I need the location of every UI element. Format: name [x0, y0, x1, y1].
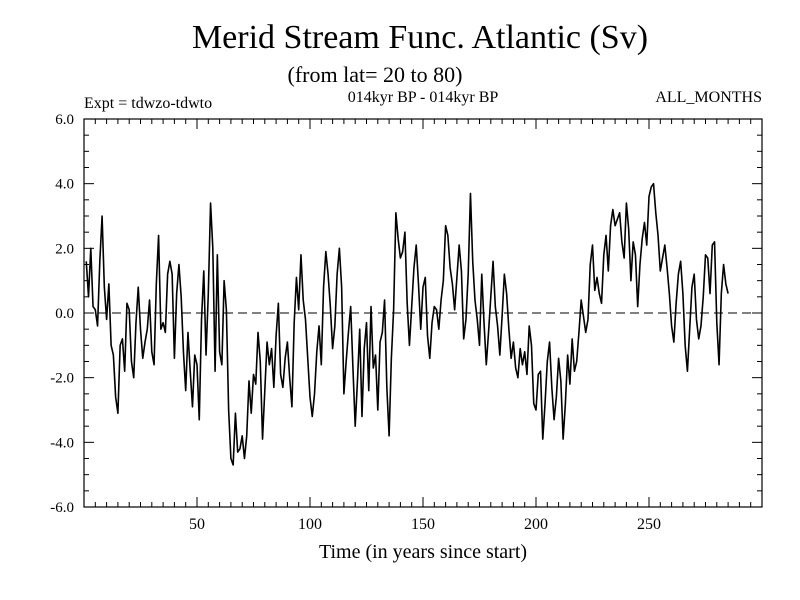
x-tick-label: 200 [524, 516, 548, 533]
y-tick-label: 6.0 [55, 112, 74, 128]
y-tick-label: 4.0 [55, 177, 74, 193]
y-tick-label: -4.0 [50, 435, 74, 451]
chart-subtitle: (from lat= 20 to 80) [288, 62, 463, 87]
y-tick-label: 0.0 [55, 306, 74, 322]
axis-tick-labels: 50 100 150 200 250 -6.0 -4.0 -2.0 0.0 2.0 4.0 6.0 [50, 112, 661, 533]
annotation-center: 014kyr BP - 014kyr BP [348, 89, 499, 106]
x-tick-label: 150 [411, 516, 435, 533]
x-tick-label: 100 [298, 516, 322, 533]
x-tick-label: 50 [189, 516, 205, 533]
annotation-right: ALL_MONTHS [655, 89, 762, 106]
x-tick-label: 250 [637, 516, 661, 533]
chart-title: Merid Stream Func. Atlantic (Sv) [192, 19, 648, 56]
axis-ticks [84, 119, 762, 507]
x-axis-label: Time (in years since start) [319, 541, 527, 563]
y-tick-label: -2.0 [50, 371, 74, 387]
y-tick-label: -6.0 [50, 500, 74, 516]
series-line [85, 182, 729, 466]
y-tick-label: 2.0 [55, 241, 74, 257]
annotation-left: Expt = tdwzo-tdwto [84, 95, 212, 112]
